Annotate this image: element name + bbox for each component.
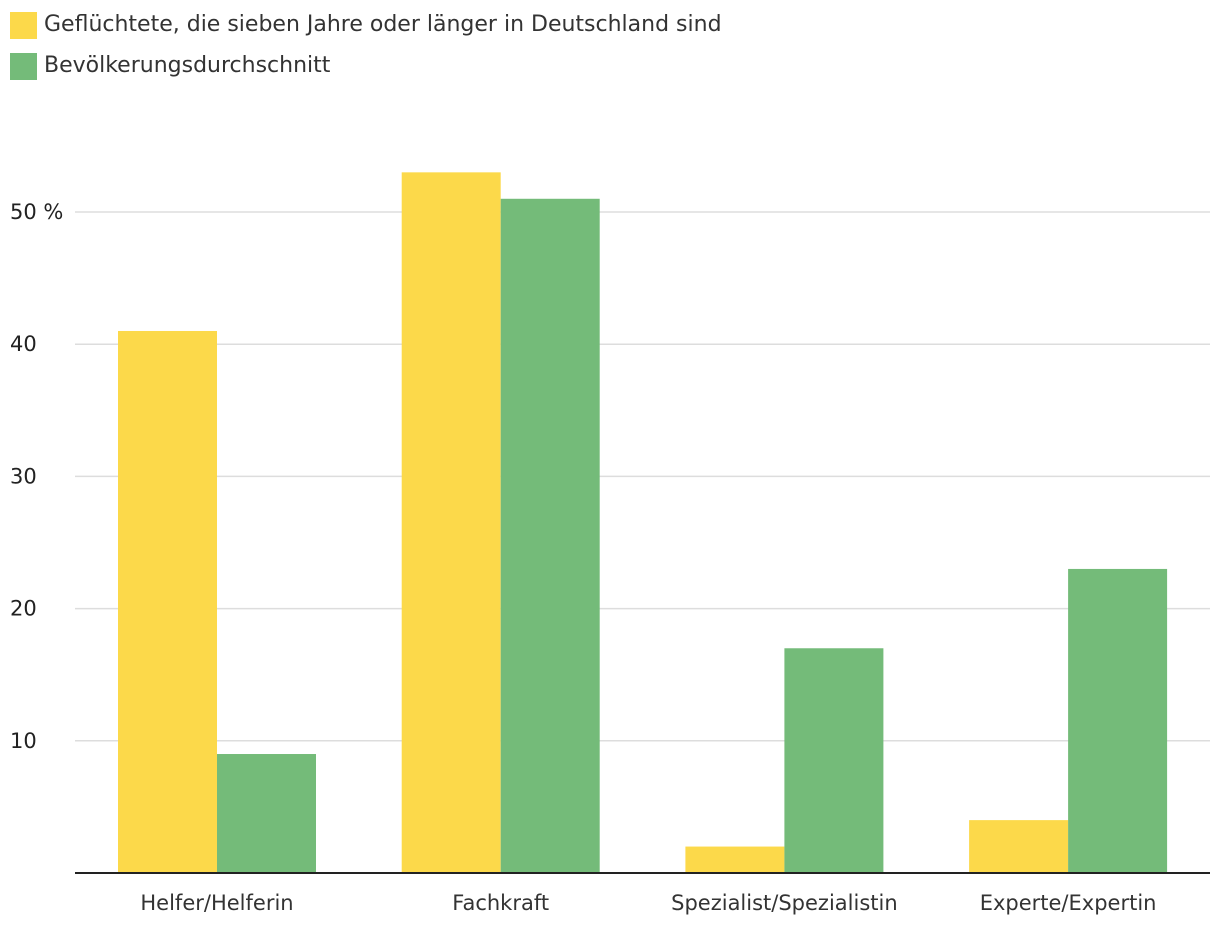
- x-category-label-1: Fachkraft: [452, 891, 549, 915]
- legend-swatch-population: [10, 52, 37, 80]
- y-tick-label-50: 50 %: [10, 200, 63, 224]
- bar-population-0: [217, 754, 316, 873]
- bar-population-1: [500, 198, 600, 873]
- y-tick-label-40: 40: [10, 332, 37, 356]
- bar-population-3: [1068, 568, 1168, 873]
- x-category-label-3: Experte/Expertin: [980, 891, 1157, 915]
- bar-refugees-3: [969, 820, 1069, 873]
- bar-refugees-1: [401, 172, 501, 874]
- chart-legend: Geflüchtete, die sieben Jahre oder länge…: [10, 10, 722, 92]
- bar-refugees-0: [118, 330, 217, 874]
- y-tick-label-30: 30: [10, 464, 37, 488]
- gridlines: [75, 211, 1210, 742]
- bar-population-2: [784, 648, 884, 873]
- x-category-label-0: Helfer/Helferin: [140, 891, 293, 915]
- y-tick-label-20: 20: [10, 597, 37, 621]
- y-tick-label-10: 10: [10, 729, 37, 753]
- legend-item-refugees: Geflüchtete, die sieben Jahre oder länge…: [10, 10, 722, 40]
- bars: [118, 172, 1168, 874]
- bar-refugees-2: [685, 846, 785, 873]
- legend-item-population: Bevölkerungsdurchschnitt: [10, 51, 722, 81]
- legend-label-refugees: Geflüchtete, die sieben Jahre oder länge…: [44, 12, 722, 37]
- x-category-label-2: Spezialist/Spezialistin: [671, 891, 898, 915]
- labels: 10 20 30 40 50 % Helfer/Helferin Fachkraft Spez…: [10, 200, 1156, 915]
- legend-label-population: Bevölkerungsdurchschnitt: [44, 53, 331, 78]
- legend-swatch-refugees: [10, 11, 37, 39]
